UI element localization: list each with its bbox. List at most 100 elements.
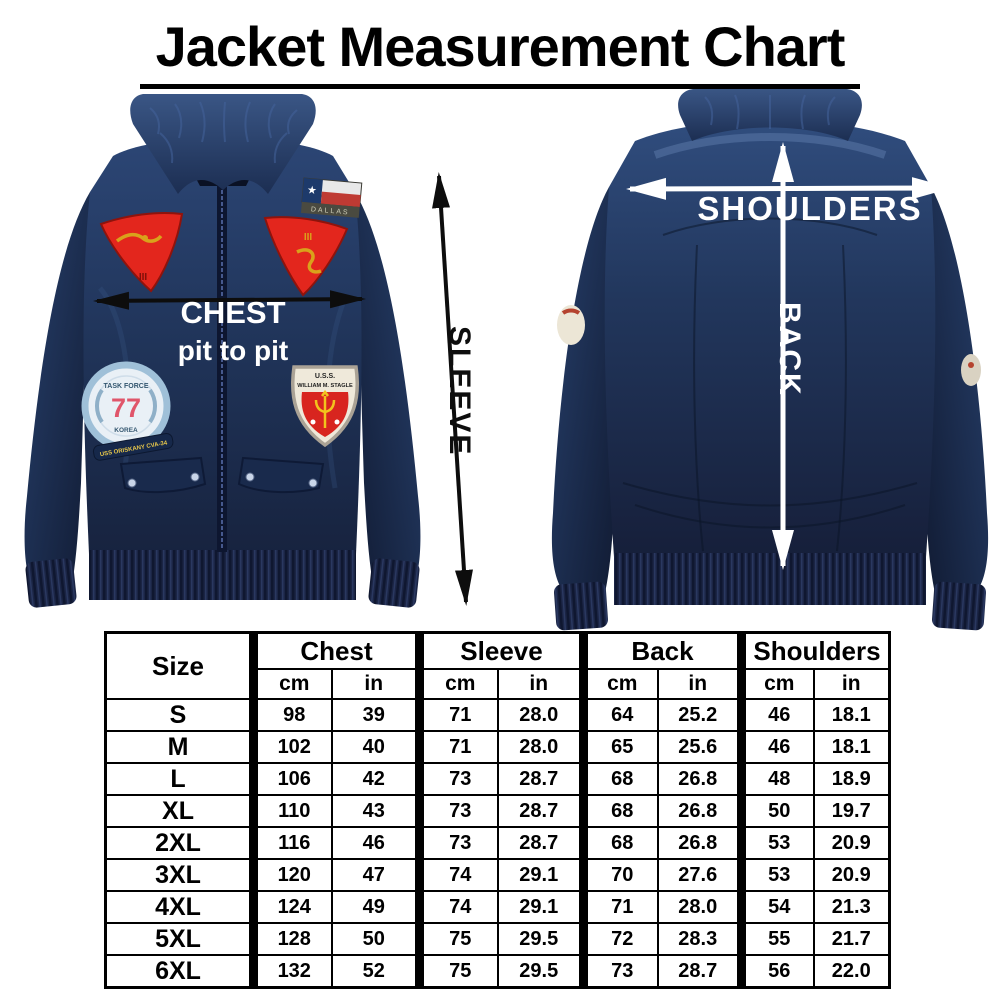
value-cell: 26.8 xyxy=(656,794,743,828)
unit-header-cm: cm xyxy=(415,668,499,700)
table-row: S 98 39 71 28.0 64 25.2 46 18.1 xyxy=(104,698,891,732)
size-cell: M xyxy=(104,730,255,764)
front-right-sleeve xyxy=(354,192,421,598)
front-left-cuff xyxy=(25,558,77,608)
table-row: XL 110 43 73 28.7 68 26.8 50 19.7 xyxy=(104,794,891,828)
shield-patch-uss: U.S.S. WILLIAM M. STAGLE xyxy=(290,365,360,448)
value-cell: 132 xyxy=(249,954,333,989)
value-cell: 50 xyxy=(330,922,421,956)
value-cell: 73 xyxy=(579,954,659,989)
value-cell: 128 xyxy=(249,922,333,956)
value-cell: 26.8 xyxy=(656,826,743,860)
sleeve-patch-right xyxy=(961,354,981,386)
value-cell: 28.0 xyxy=(496,698,585,732)
value-cell: 20.9 xyxy=(812,826,891,860)
value-cell: 25.2 xyxy=(656,698,743,732)
value-cell: 27.6 xyxy=(656,858,743,892)
flag-star: ★ xyxy=(306,184,317,197)
patch-text: KOREA xyxy=(114,427,138,434)
table-row: M 102 40 71 28.0 65 25.6 46 18.1 xyxy=(104,730,891,764)
value-cell: 71 xyxy=(415,730,499,764)
value-cell: 55 xyxy=(737,922,815,956)
value-cell: 18.1 xyxy=(812,698,891,732)
snap-button xyxy=(190,472,200,482)
value-cell: 73 xyxy=(415,826,499,860)
size-table: Size Chest Sleeve Back Shoulders cm in c… xyxy=(104,631,891,989)
value-cell: 28.0 xyxy=(656,890,743,924)
value-cell: 43 xyxy=(330,794,421,828)
value-cell: 28.3 xyxy=(656,922,743,956)
front-jacket-illustration: III III ★ DALLAS xyxy=(24,94,421,608)
value-cell: 124 xyxy=(249,890,333,924)
table-row: 2XL 116 46 73 28.7 68 26.8 53 20.9 xyxy=(104,826,891,860)
size-cell: 5XL xyxy=(104,922,255,956)
value-cell: 72 xyxy=(579,922,659,956)
table-row: L 106 42 73 28.7 68 26.8 48 18.9 xyxy=(104,762,891,796)
col-header-back: Back xyxy=(579,631,743,670)
value-cell: 28.7 xyxy=(496,794,585,828)
value-cell: 71 xyxy=(415,698,499,732)
round-patch-task-force-77: TASK FORCE 77 KOREA USS ORISKANY CVA-34 xyxy=(81,361,174,461)
front-jacket: III III ★ DALLAS xyxy=(24,94,421,608)
value-cell: 29.5 xyxy=(496,954,585,989)
unit-header-cm: cm xyxy=(249,668,333,700)
value-cell: 22.0 xyxy=(812,954,891,989)
back-right-cuff xyxy=(931,581,987,631)
right-pocket-flap xyxy=(237,456,325,494)
value-cell: 68 xyxy=(579,794,659,828)
title-underline xyxy=(140,84,860,89)
value-cell: 49 xyxy=(330,890,421,924)
patch-text: III xyxy=(304,232,313,243)
back-jacket-illustration xyxy=(551,89,989,631)
value-cell: 65 xyxy=(579,730,659,764)
value-cell: 102 xyxy=(249,730,333,764)
value-cell: 19.7 xyxy=(812,794,891,828)
value-cell: 39 xyxy=(330,698,421,732)
size-cell: 4XL xyxy=(104,890,255,924)
table-row: 6XL 132 52 75 29.5 73 28.7 56 22.0 xyxy=(104,954,891,989)
back-left-cuff xyxy=(553,581,609,631)
sleeve-patch-detail xyxy=(968,362,974,368)
value-cell: 28.7 xyxy=(496,762,585,796)
back-left-sleeve xyxy=(551,187,615,601)
value-cell: 50 xyxy=(737,794,815,828)
table-row: 3XL 120 47 74 29.1 70 27.6 53 20.9 xyxy=(104,858,891,892)
shoulders-label: SHOULDERS xyxy=(697,190,923,227)
fur-texture xyxy=(704,94,836,130)
value-cell: 25.6 xyxy=(656,730,743,764)
chest-label: CHEST xyxy=(180,295,286,330)
snap-button xyxy=(308,478,318,488)
back-hem-rib xyxy=(614,553,926,605)
value-cell: 71 xyxy=(579,890,659,924)
flag-patch: ★ DALLAS xyxy=(300,177,363,218)
value-cell: 68 xyxy=(579,826,659,860)
value-cell: 47 xyxy=(330,858,421,892)
back-seams xyxy=(622,217,918,552)
value-cell: 46 xyxy=(737,730,815,764)
table-row: 5XL 128 50 75 29.5 72 28.3 55 21.7 xyxy=(104,922,891,956)
sleeve-patch-left xyxy=(557,305,585,345)
value-cell: 18.1 xyxy=(812,730,891,764)
value-cell: 53 xyxy=(737,858,815,892)
value-cell: 40 xyxy=(330,730,421,764)
size-cell: 2XL xyxy=(104,826,255,860)
value-cell: 98 xyxy=(249,698,333,732)
size-cell: XL xyxy=(104,794,255,828)
page-title: Jacket Measurement Chart xyxy=(155,15,846,78)
value-cell: 75 xyxy=(415,954,499,989)
sleeve-label: SLEEVE xyxy=(443,326,476,457)
col-header-chest: Chest xyxy=(249,631,421,670)
table-row: 4XL 124 49 74 29.1 71 28.0 54 21.3 xyxy=(104,890,891,924)
snap-button xyxy=(127,478,137,488)
back-label: BACK xyxy=(773,302,806,397)
value-cell: 28.7 xyxy=(496,826,585,860)
value-cell: 46 xyxy=(330,826,421,860)
value-cell: 54 xyxy=(737,890,815,924)
patch-text: 77 xyxy=(111,393,141,423)
unit-header-in: in xyxy=(330,668,421,700)
col-header-sleeve: Sleeve xyxy=(415,631,585,670)
patch-text: III xyxy=(139,272,148,283)
value-cell: 75 xyxy=(415,922,499,956)
unit-header-in: in xyxy=(496,668,585,700)
